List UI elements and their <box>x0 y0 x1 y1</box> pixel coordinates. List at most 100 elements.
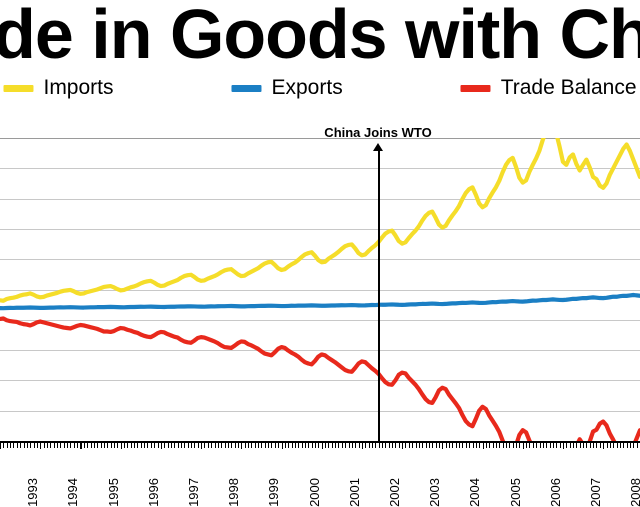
axis-tick <box>586 442 588 448</box>
legend-exports[interactable]: Exports <box>231 76 343 100</box>
axis-tick <box>100 442 102 448</box>
axis-tick <box>201 442 203 449</box>
axis-tick <box>422 442 424 448</box>
gridline <box>0 410 640 412</box>
axis-tick <box>502 442 504 448</box>
axis-tick <box>160 442 162 449</box>
axis-tick <box>0 442 2 449</box>
axis-tick <box>388 442 390 448</box>
axis-tick <box>50 442 52 448</box>
axis-tick <box>83 442 85 448</box>
axis-tick <box>392 442 393 448</box>
axis-tick <box>284 442 286 448</box>
axis-tick <box>174 442 176 448</box>
axis-tick <box>462 442 464 448</box>
axis-tick <box>180 442 182 448</box>
axis-tick <box>80 442 82 449</box>
axis-tick <box>408 442 410 448</box>
year-label: 2007 <box>588 478 603 507</box>
axis-tick <box>506 442 507 448</box>
axis-tick <box>194 442 196 448</box>
axis-tick <box>63 442 65 448</box>
axis-tick <box>338 442 340 448</box>
axis-tick <box>268 442 270 448</box>
year-label: 2001 <box>346 478 362 507</box>
axis-tick <box>371 442 373 448</box>
gridline <box>0 228 640 230</box>
axis-tick <box>629 442 631 448</box>
axis-tick <box>70 442 72 448</box>
axis-tick <box>33 442 35 448</box>
axis-tick <box>67 442 68 448</box>
axis-tick <box>492 442 494 448</box>
axis-tick <box>147 442 149 448</box>
axis-tick <box>402 442 404 449</box>
wto-marker-line <box>378 147 380 441</box>
axis-tick <box>120 442 122 449</box>
x-axis-ticks <box>0 442 640 449</box>
chart-title-band: Trade in Goods with China <box>0 0 640 72</box>
axis-tick <box>449 442 450 448</box>
axis-tick <box>609 442 611 448</box>
axis-tick <box>495 442 497 448</box>
axis-tick <box>124 442 125 448</box>
legend-swatch-icon <box>3 84 34 92</box>
axis-tick <box>170 442 172 448</box>
axis-tick <box>412 442 414 448</box>
axis-tick <box>46 442 48 448</box>
axis-tick <box>30 442 32 448</box>
axis-tick <box>57 442 58 448</box>
x-axis-line <box>0 441 640 443</box>
axis-tick <box>167 442 169 448</box>
axis-tick <box>382 442 383 448</box>
axis-tick <box>237 442 239 448</box>
axis-tick <box>113 442 115 448</box>
axis-tick <box>418 442 420 448</box>
axis-tick <box>378 442 380 448</box>
axis-tick <box>241 442 243 449</box>
year-label: 1994 <box>65 478 81 507</box>
axis-tick <box>281 442 283 449</box>
axis-tick <box>53 442 55 448</box>
axis-tick <box>465 442 467 448</box>
year-label: 2008 <box>628 478 640 507</box>
axis-tick <box>616 442 618 448</box>
axis-tick <box>184 442 186 448</box>
year-label: 2000 <box>306 478 322 507</box>
axis-tick <box>87 442 89 448</box>
axis-tick <box>469 442 471 448</box>
plot-area <box>0 138 640 442</box>
axis-tick <box>107 442 109 448</box>
axis-tick <box>613 442 615 448</box>
axis-tick <box>254 442 256 448</box>
axis-tick <box>415 442 417 448</box>
axis-tick <box>435 442 437 448</box>
axis-tick <box>348 442 350 448</box>
axis-tick <box>97 442 99 448</box>
axis-tick <box>559 442 561 448</box>
axis-tick <box>552 442 554 448</box>
axis-tick <box>244 442 246 448</box>
gridline <box>0 168 640 170</box>
axis-tick <box>361 442 364 449</box>
axis-tick <box>197 442 199 448</box>
axis-tick <box>308 442 310 448</box>
axis-tick <box>596 442 598 448</box>
axis-tick <box>335 442 337 448</box>
axis-tick <box>606 442 608 448</box>
legend-imports[interactable]: Imports <box>3 76 114 100</box>
year-label: 2005 <box>507 478 523 507</box>
legend-swatch-icon <box>231 84 262 92</box>
axis-tick <box>187 442 189 448</box>
axis-tick <box>20 442 22 448</box>
gridline <box>0 198 640 200</box>
year-label: 1997 <box>185 478 201 507</box>
axis-tick <box>398 442 400 448</box>
axis-tick <box>516 442 517 448</box>
legend-trade-balance[interactable]: Trade Balance <box>460 76 637 100</box>
axis-tick <box>204 442 206 448</box>
axis-tick <box>556 442 558 448</box>
axis-tick <box>328 442 330 448</box>
year-label: 1993 <box>25 478 41 507</box>
